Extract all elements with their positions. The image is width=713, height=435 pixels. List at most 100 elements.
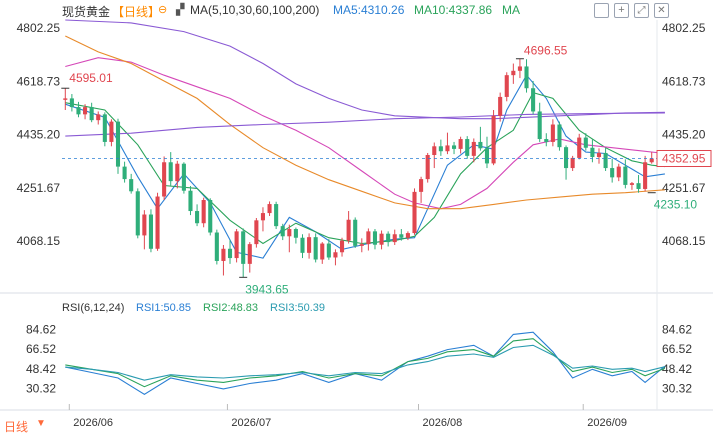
rsi-y-tick-label-right: 30.32 [662, 382, 692, 396]
candle-body [636, 183, 641, 189]
candle-body [89, 107, 94, 121]
candle-body [517, 66, 522, 71]
candle-body [649, 158, 654, 163]
candle-body [564, 147, 569, 169]
candle-body [333, 252, 338, 258]
candle-body [96, 114, 101, 121]
ma-line-ma5 [65, 74, 665, 259]
chevron-down-icon[interactable]: ▼ [36, 418, 46, 429]
candle-body [432, 146, 437, 155]
y-tick-label-right: 4068.15 [662, 234, 706, 248]
y-tick-label-right: 4435.20 [662, 128, 706, 142]
candle-body [623, 166, 628, 185]
candle-body [610, 168, 615, 178]
symbol-name: 现货黄金 [62, 5, 111, 19]
settings-icon[interactable]: ⊖ [158, 4, 168, 16]
candle-body [471, 141, 476, 156]
candle-body [643, 162, 648, 189]
candle-body [260, 213, 266, 221]
y-tick-label: 4068.15 [17, 234, 61, 248]
candle-body [326, 243, 331, 258]
y-tick-label: 4435.20 [17, 128, 61, 142]
candle-body [557, 124, 562, 148]
chart-header: 现货黄金 【日线】 ⊖ ▞ MA(5,10,30,60,100,200) MA5… [0, 0, 713, 20]
candle-body [195, 211, 200, 224]
candle-body [537, 111, 542, 140]
candle-body [405, 233, 410, 238]
ma-settings-icon[interactable]: ▞ [176, 4, 185, 16]
candle-body [531, 88, 536, 112]
candle-body [511, 70, 516, 76]
candle-body [550, 124, 555, 142]
candle-body [451, 145, 457, 149]
candle-body [155, 196, 160, 249]
square-icon[interactable] [594, 3, 609, 18]
candle-body [544, 139, 549, 142]
period-selector[interactable]: 【日线】 [112, 5, 161, 19]
candle-body [379, 233, 384, 245]
candle-body [372, 231, 378, 245]
candle-body [148, 214, 153, 249]
candle-body [359, 244, 364, 246]
rsi-y-tick-label-right: 84.62 [662, 322, 692, 336]
candle-body [76, 107, 81, 115]
candle-body [129, 179, 134, 192]
x-tick-label: 2026/09 [587, 417, 627, 429]
add-icon[interactable]: + [614, 3, 629, 18]
candle-body [629, 183, 634, 185]
candle-body [115, 121, 121, 167]
ma-line-ma100 [65, 19, 665, 120]
candle-body [616, 166, 621, 178]
candle-body [438, 146, 443, 152]
period-footer-label[interactable]: 日线 [4, 420, 29, 434]
candle-body [181, 163, 186, 191]
ma5-value: MA5:4310.26 [333, 3, 405, 17]
candle-body [386, 233, 391, 243]
ma10-value: MA10:4337.86 [414, 3, 493, 17]
candle-body [596, 152, 602, 158]
candle-body [504, 75, 509, 97]
rsi-line-rsi3 [65, 344, 666, 381]
candle-body [267, 204, 272, 214]
rsi-y-tick-label: 84.62 [26, 322, 56, 336]
rsi3-value: RSI3:50.39 [270, 302, 326, 314]
candle-body [583, 137, 588, 148]
low-annotation: 3943.65 [245, 282, 289, 296]
y-tick-label-right: 4802.25 [662, 21, 706, 35]
candle-body [63, 98, 68, 100]
candle-body [287, 229, 292, 237]
close-icon[interactable]: ✕ [654, 3, 669, 18]
candle-body [221, 248, 226, 261]
candle-body [241, 231, 246, 264]
candle-body [109, 121, 114, 142]
ma-more: MA [502, 3, 520, 17]
y-tick-label: 4618.73 [17, 74, 61, 88]
candle-body [484, 148, 490, 164]
x-tick-label: 2026/08 [423, 417, 463, 429]
candle-body [458, 139, 463, 149]
expand-icon[interactable]: ⤢ [634, 3, 649, 18]
ma-line-ma200 [65, 112, 665, 137]
candle-body [69, 98, 74, 108]
candle-body [274, 204, 279, 227]
candle-body [188, 190, 193, 212]
candle-body [313, 237, 318, 260]
candle-body [83, 107, 88, 115]
candle-body [122, 166, 127, 180]
candle-body [234, 231, 239, 259]
rsi-y-tick-label-right: 66.52 [662, 342, 692, 356]
candle-body [577, 137, 582, 158]
candle-body [425, 155, 430, 180]
candle-body [102, 114, 107, 142]
rsi-line-rsi1 [65, 331, 666, 396]
ma-line-ma30 [65, 57, 665, 210]
candle-body [392, 234, 397, 243]
candle-body [307, 237, 312, 253]
candle-body [524, 66, 529, 89]
candle-body [445, 145, 450, 152]
candle-body [300, 237, 305, 253]
rsi-line-rsi2 [65, 338, 666, 388]
candle-body [498, 96, 503, 116]
